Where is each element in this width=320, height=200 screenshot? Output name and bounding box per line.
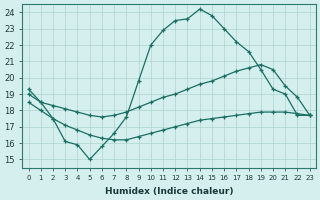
X-axis label: Humidex (Indice chaleur): Humidex (Indice chaleur) — [105, 187, 233, 196]
